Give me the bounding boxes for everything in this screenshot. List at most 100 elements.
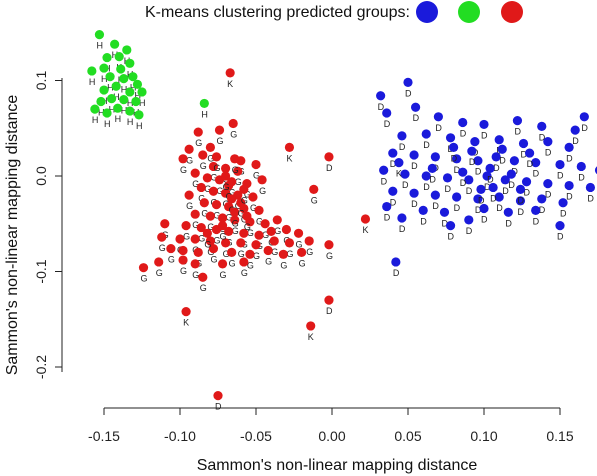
point-label: D xyxy=(566,153,573,163)
data-point xyxy=(202,173,212,183)
point-label: D xyxy=(490,193,497,203)
point-label: H xyxy=(89,77,96,87)
data-point xyxy=(102,52,112,63)
data-point xyxy=(245,249,255,259)
point-label: D xyxy=(587,193,594,203)
data-point xyxy=(272,215,282,225)
data-point xyxy=(224,180,234,191)
data-point xyxy=(227,194,237,204)
data-point xyxy=(166,243,176,254)
point-label: D xyxy=(393,268,400,278)
point-label: D xyxy=(399,224,406,234)
data-point xyxy=(217,213,228,223)
point-label: D xyxy=(572,136,579,146)
point-label: G xyxy=(253,171,260,181)
data-point xyxy=(230,215,240,225)
point-label: D xyxy=(545,148,552,158)
point-label: G xyxy=(204,184,211,194)
data-point xyxy=(239,228,249,238)
point-label: H xyxy=(136,121,143,131)
point-label: D xyxy=(423,140,430,150)
series-group: HHKHHHHHHHHHHHHHHHHHHHHHHHH xyxy=(87,30,209,131)
data-point xyxy=(485,163,495,173)
point-label: D xyxy=(581,123,588,133)
point-label: H xyxy=(127,117,134,127)
data-point xyxy=(266,226,276,236)
point-label: K xyxy=(308,332,314,342)
point-label: H xyxy=(115,114,122,124)
data-point xyxy=(178,255,188,265)
y-tick-label: -0.2 xyxy=(33,355,49,379)
data-point xyxy=(193,127,203,137)
point-label: D xyxy=(517,207,524,217)
data-point xyxy=(87,66,97,76)
point-label: H xyxy=(201,109,208,119)
point-label: D xyxy=(514,127,521,137)
data-point xyxy=(119,73,129,84)
data-point xyxy=(137,87,147,97)
data-point xyxy=(324,295,334,305)
data-point xyxy=(198,150,208,160)
data-point xyxy=(576,161,586,172)
data-point xyxy=(521,177,532,187)
point-label: G xyxy=(223,249,230,259)
data-point xyxy=(284,238,295,248)
data-point xyxy=(208,161,219,172)
point-label: H xyxy=(92,115,99,125)
point-label: D xyxy=(429,174,436,184)
point-label: G xyxy=(306,247,313,257)
point-label: D xyxy=(384,213,391,223)
data-point xyxy=(433,112,443,122)
data-point xyxy=(500,175,510,185)
point-label: G xyxy=(186,155,193,165)
data-point xyxy=(190,234,200,244)
data-point xyxy=(278,249,288,259)
data-point xyxy=(225,68,235,78)
data-point xyxy=(497,144,507,154)
x-axis-label: Sammon's non-linear mapping distance xyxy=(197,457,478,474)
data-point xyxy=(409,150,419,160)
data-point xyxy=(221,238,231,248)
data-point xyxy=(208,186,219,196)
point-label: G xyxy=(207,222,214,232)
point-label: D xyxy=(557,171,564,181)
data-point xyxy=(99,85,109,95)
data-point xyxy=(488,182,498,193)
point-label: G xyxy=(232,226,239,236)
point-label: G xyxy=(286,249,293,259)
point-label: G xyxy=(262,230,269,240)
point-label: D xyxy=(390,197,397,207)
data-point xyxy=(306,321,316,331)
point-label: G xyxy=(183,232,190,242)
point-label: G xyxy=(247,228,254,238)
data-point xyxy=(400,169,410,179)
point-label: G xyxy=(296,239,303,249)
point-label: D xyxy=(432,201,439,211)
point-label: G xyxy=(195,138,202,148)
point-label: D xyxy=(539,205,546,215)
data-point xyxy=(512,116,523,126)
data-point xyxy=(190,168,200,178)
data-point xyxy=(479,203,489,214)
point-label: G xyxy=(180,165,187,175)
point-label: H xyxy=(121,85,128,95)
point-label: D xyxy=(487,174,494,184)
legend-swatches xyxy=(416,1,523,23)
point-label: D xyxy=(390,159,397,169)
y-axis-label: Sammon's non-linear mapping distance xyxy=(4,95,21,376)
point-label: D xyxy=(469,157,476,167)
data-point xyxy=(105,72,115,82)
data-point xyxy=(205,211,215,221)
point-label: D xyxy=(460,178,467,188)
data-point xyxy=(190,209,200,219)
data-point xyxy=(458,117,468,128)
data-point xyxy=(227,247,237,257)
data-point xyxy=(236,198,246,208)
data-point xyxy=(388,148,398,158)
data-point xyxy=(418,205,428,215)
data-point xyxy=(214,125,225,135)
data-point xyxy=(96,96,106,107)
point-label: D xyxy=(557,232,564,242)
point-label: G xyxy=(141,274,148,284)
point-label: D xyxy=(423,182,430,192)
